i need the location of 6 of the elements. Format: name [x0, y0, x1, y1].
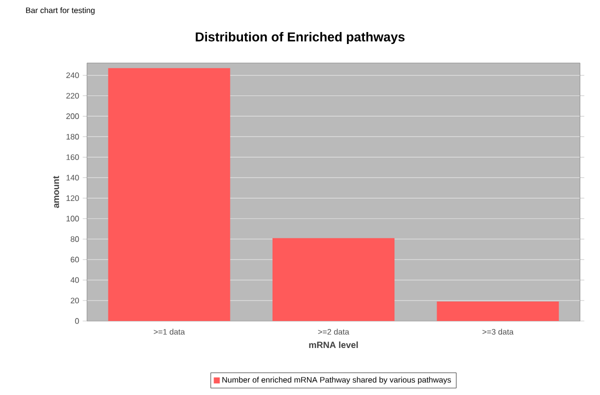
bar	[108, 68, 230, 321]
y-axis-title: amount	[53, 176, 60, 208]
bar	[272, 238, 395, 321]
bar	[436, 302, 559, 321]
chart-title: Distribution of Enriched pathways	[196, 32, 405, 44]
x-axis-title: mRNA level	[309, 341, 358, 348]
